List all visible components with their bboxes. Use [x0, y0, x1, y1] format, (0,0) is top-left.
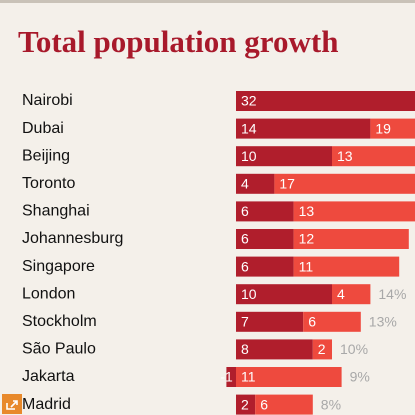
segment-label: 7 — [241, 314, 249, 330]
bar-segment — [236, 256, 294, 277]
bar-segment — [370, 118, 415, 139]
category-label: Shanghai — [22, 203, 90, 220]
segment-label: 6 — [308, 314, 316, 330]
category-label: Johannesburg — [22, 230, 123, 247]
share-icon-bg[interactable] — [2, 394, 22, 414]
total-label: 14% — [378, 286, 406, 302]
total-label: 8% — [321, 396, 341, 412]
segment-label: 6 — [241, 258, 249, 274]
total-label: 13% — [369, 314, 397, 330]
segment-label: -1 — [220, 369, 233, 385]
segment-label: 6 — [241, 203, 249, 219]
category-label: São Paulo — [22, 341, 96, 358]
segment-label: 10 — [241, 286, 257, 302]
category-label: Toronto — [22, 175, 75, 192]
share-icon-glyph[interactable] — [6, 400, 18, 410]
category-label: Beijing — [22, 147, 70, 164]
bar-segment — [236, 201, 294, 222]
category-label: Singapore — [22, 258, 95, 275]
segment-label: 17 — [279, 176, 295, 192]
segment-label: 11 — [299, 258, 314, 274]
bar-segment — [226, 367, 236, 387]
bar-segment — [274, 173, 415, 194]
share-icon[interactable] — [2, 394, 22, 414]
bar-segment — [236, 367, 342, 387]
bar-segment — [236, 91, 415, 111]
bar-segment — [303, 311, 361, 332]
bar-segment — [236, 173, 275, 194]
total-label: 10% — [340, 341, 368, 357]
category-label: Nairobi — [22, 92, 73, 109]
bar-segment — [332, 284, 371, 305]
segment-label: 4 — [337, 286, 345, 302]
top-rule — [0, 0, 415, 3]
bar-segment — [236, 146, 332, 167]
segment-label: 13 — [337, 148, 353, 164]
segment-label: 14 — [241, 120, 257, 136]
segment-label: 6 — [241, 231, 249, 247]
bar-segment — [255, 394, 313, 415]
bar-segment — [332, 146, 415, 167]
segment-label: 19 — [375, 120, 391, 136]
segment-label: 10 — [241, 148, 257, 164]
bar-segment — [312, 339, 332, 360]
bar-segment — [293, 229, 409, 249]
segment-label: 6 — [260, 396, 268, 412]
category-label: Stockholm — [22, 313, 97, 330]
bar-segment — [236, 311, 304, 332]
segment-label: 32 — [241, 93, 257, 109]
total-label: 9% — [350, 369, 370, 385]
bar-segment — [236, 229, 294, 249]
segment-label: 13 — [299, 203, 315, 219]
bar-segment — [293, 201, 415, 222]
category-label: Madrid — [22, 396, 71, 413]
segment-label: 12 — [299, 231, 315, 247]
category-label: London — [22, 285, 75, 302]
bar-segment — [236, 118, 371, 139]
category-label: Jakarta — [22, 368, 75, 385]
category-label: Dubai — [22, 120, 64, 137]
bar-segment — [236, 339, 313, 360]
segment-label: 2 — [318, 341, 326, 357]
segment-label: 8 — [241, 341, 249, 357]
segment-label: 11 — [241, 369, 256, 385]
bar-segment — [236, 394, 256, 415]
bar-segment — [236, 284, 332, 305]
chart-title: Total population growth — [18, 24, 338, 59]
segment-label: 2 — [241, 396, 249, 412]
bar-segment — [293, 256, 400, 277]
segment-label: 4 — [241, 176, 249, 192]
